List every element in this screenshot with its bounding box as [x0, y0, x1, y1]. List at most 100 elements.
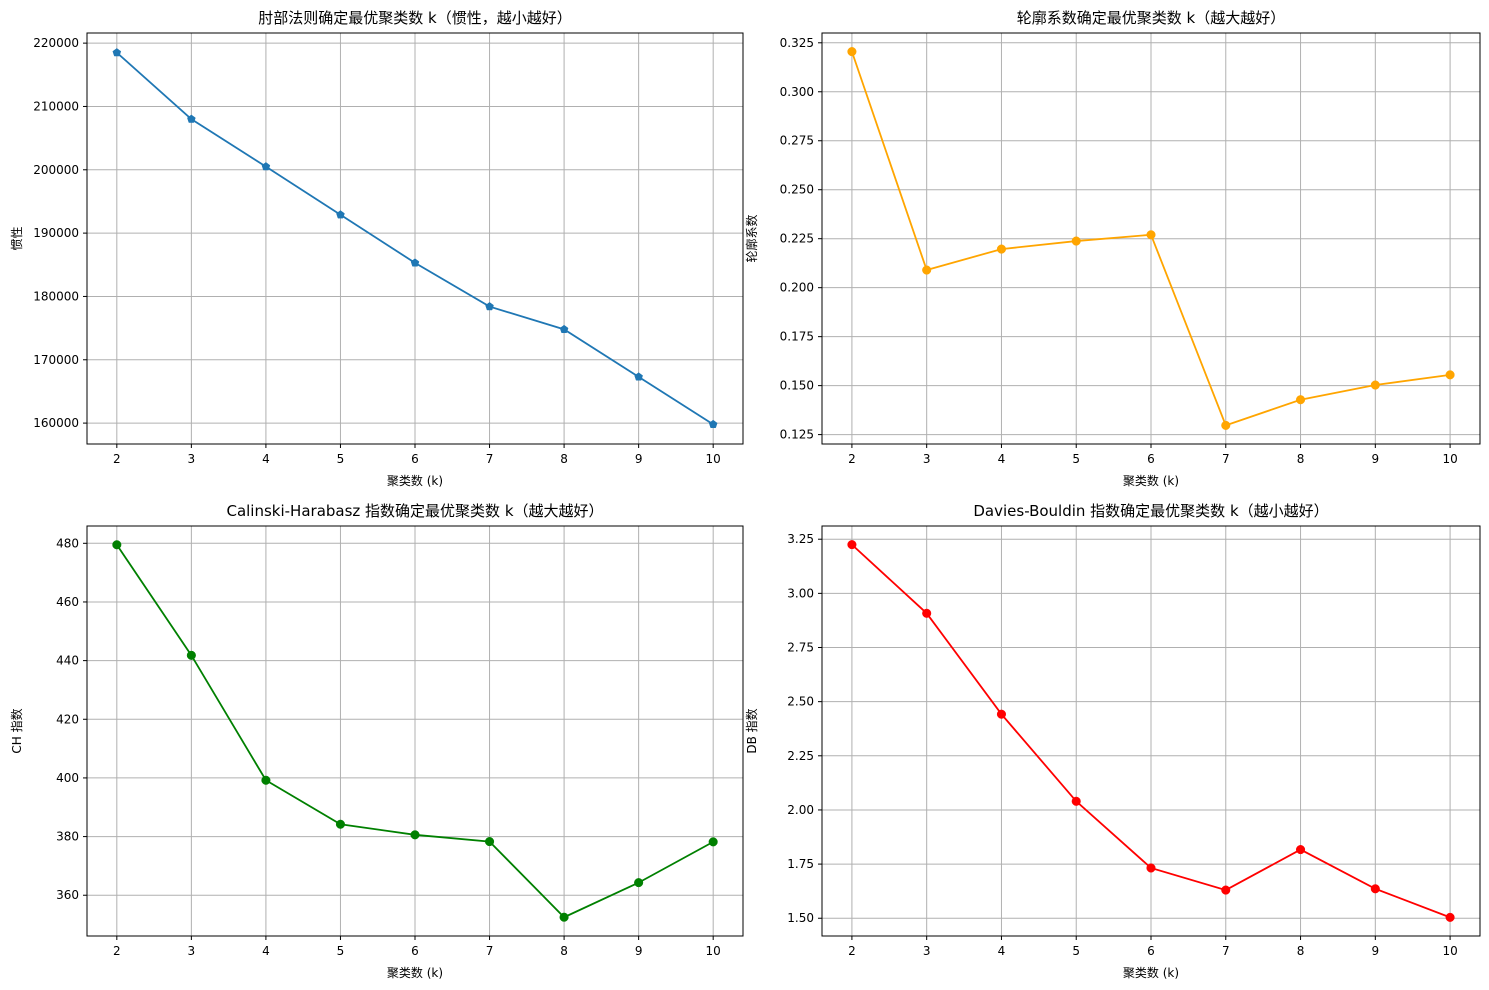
y-tick-label: 210000 — [33, 99, 79, 113]
chart-title: 轮廓系数确定最优聚类数 k（越大越好） — [1017, 9, 1285, 27]
x-tick-label: 8 — [560, 452, 568, 466]
y-tick-label: 0.275 — [780, 134, 814, 148]
x-tick-label: 3 — [923, 452, 931, 466]
y-tick-label: 420 — [56, 712, 79, 726]
chart-title: Calinski-Harabasz 指数确定最优聚类数 k（越大越好） — [226, 502, 603, 520]
data-point — [708, 837, 718, 847]
chart-title: Davies-Bouldin 指数确定最优聚类数 k（越小越好） — [973, 502, 1328, 520]
y-tick-label: 0.175 — [780, 330, 814, 344]
axes-frame — [821, 32, 1481, 445]
y-tick-label: 0.200 — [780, 281, 814, 295]
x-tick-label: 9 — [635, 944, 643, 958]
data-point — [186, 650, 196, 660]
data-point — [1370, 380, 1380, 390]
data-point — [261, 162, 271, 171]
y-tick-label: 3.25 — [787, 532, 814, 546]
data-point — [112, 540, 122, 550]
y-axis-label: CH 指数 — [9, 708, 24, 753]
y-tick-label: 460 — [56, 595, 79, 609]
data-point — [922, 265, 932, 275]
y-tick-label: 170000 — [33, 353, 79, 367]
data-point — [1071, 796, 1081, 806]
data-point — [484, 837, 495, 847]
grid — [822, 526, 1480, 936]
x-tick-label: 4 — [998, 944, 1006, 958]
chart-title: 肘部法则确定最优聚类数 k（惯性，越小越好） — [258, 9, 571, 27]
y-tick-label: 220000 — [33, 36, 79, 50]
x-tick-label: 7 — [486, 944, 494, 958]
y-tick-label: 0.225 — [780, 232, 814, 246]
x-axis-label: 聚类数 (k) — [1123, 965, 1179, 980]
x-tick-label: 4 — [998, 452, 1006, 466]
data-point — [1445, 370, 1455, 380]
calinski-harabasz-chart: Calinski-Harabasz 指数确定最优聚类数 k（越大越好） 聚类数 … — [9, 502, 744, 980]
x-axis-label: 聚类数 (k) — [387, 473, 443, 488]
data-point — [996, 709, 1007, 719]
x-tick-label: 2 — [113, 452, 121, 466]
x-tick-label: 10 — [1442, 944, 1457, 958]
x-tick-label: 10 — [1442, 452, 1457, 466]
x-tick-label: 10 — [706, 944, 721, 958]
y-tick-label: 2.50 — [787, 695, 814, 709]
x-axis-label: 聚类数 (k) — [1123, 473, 1179, 488]
data-point — [187, 114, 196, 123]
y-axis-label: 轮廓系数 — [744, 214, 759, 262]
data-point — [1146, 863, 1156, 873]
y-tick-label: 180000 — [33, 289, 79, 303]
y-tick-label: 160000 — [33, 416, 79, 430]
x-tick-label: 5 — [1072, 944, 1080, 958]
x-tick-label: 7 — [1222, 944, 1230, 958]
data-point — [1370, 884, 1380, 894]
y-tick-label: 0.325 — [780, 36, 814, 50]
x-axis-label: 聚类数 (k) — [387, 965, 443, 980]
x-tick-label: 5 — [337, 944, 345, 958]
data-point — [335, 819, 346, 829]
y-tick-label: 200000 — [33, 163, 79, 177]
data-point — [1071, 236, 1081, 246]
data-point — [996, 244, 1007, 254]
x-tick-label: 5 — [337, 452, 345, 466]
data-point — [708, 419, 718, 429]
x-tick-label: 6 — [1147, 452, 1155, 466]
data-point — [922, 608, 932, 618]
x-tick-label: 7 — [486, 452, 494, 466]
data-point — [261, 775, 271, 785]
data-point — [559, 912, 569, 922]
x-tick-label: 7 — [1222, 452, 1230, 466]
davies-bouldin-chart: Davies-Bouldin 指数确定最优聚类数 k（越小越好） 聚类数 (k)… — [744, 502, 1481, 980]
data-point — [410, 258, 420, 267]
y-axis-label: 惯性 — [9, 226, 24, 250]
y-tick-label: 2.25 — [787, 749, 814, 763]
x-tick-label: 9 — [1371, 452, 1379, 466]
x-tick-label: 10 — [706, 452, 721, 466]
axes-frame — [86, 32, 744, 445]
data-point — [410, 830, 420, 840]
x-tick-label: 2 — [113, 944, 121, 958]
x-tick-label: 9 — [1371, 944, 1379, 958]
y-axis-label: DB 指数 — [744, 708, 759, 753]
data-point — [634, 878, 644, 888]
data-point — [1445, 912, 1455, 922]
x-tick-label: 2 — [848, 452, 856, 466]
y-tick-label: 3.00 — [787, 586, 814, 600]
x-tick-label: 5 — [1072, 452, 1080, 466]
x-tick-label: 6 — [1147, 944, 1155, 958]
data-point — [1295, 845, 1306, 855]
y-tick-label: 0.250 — [780, 183, 814, 197]
data-point — [1221, 885, 1231, 895]
silhouette-chart: 轮廓系数确定最优聚类数 k（越大越好） 聚类数 (k) 轮廓系数 2 3 4 5 6 7 8… — [744, 9, 1481, 488]
y-tick-label: 400 — [56, 771, 79, 785]
data-point — [1295, 395, 1306, 405]
y-tick-label: 2.00 — [787, 803, 814, 817]
y-tick-label: 190000 — [33, 226, 79, 240]
y-tick-label: 380 — [56, 830, 79, 844]
axes-frame — [86, 525, 744, 937]
data-point — [1221, 420, 1231, 430]
y-tick-label: 0.150 — [780, 379, 814, 393]
grid — [87, 33, 743, 444]
x-tick-label: 8 — [560, 944, 568, 958]
axes-frame — [821, 525, 1481, 937]
y-tick-label: 0.125 — [780, 428, 814, 442]
y-tick-label: 480 — [56, 536, 79, 550]
x-tick-label: 3 — [188, 944, 196, 958]
